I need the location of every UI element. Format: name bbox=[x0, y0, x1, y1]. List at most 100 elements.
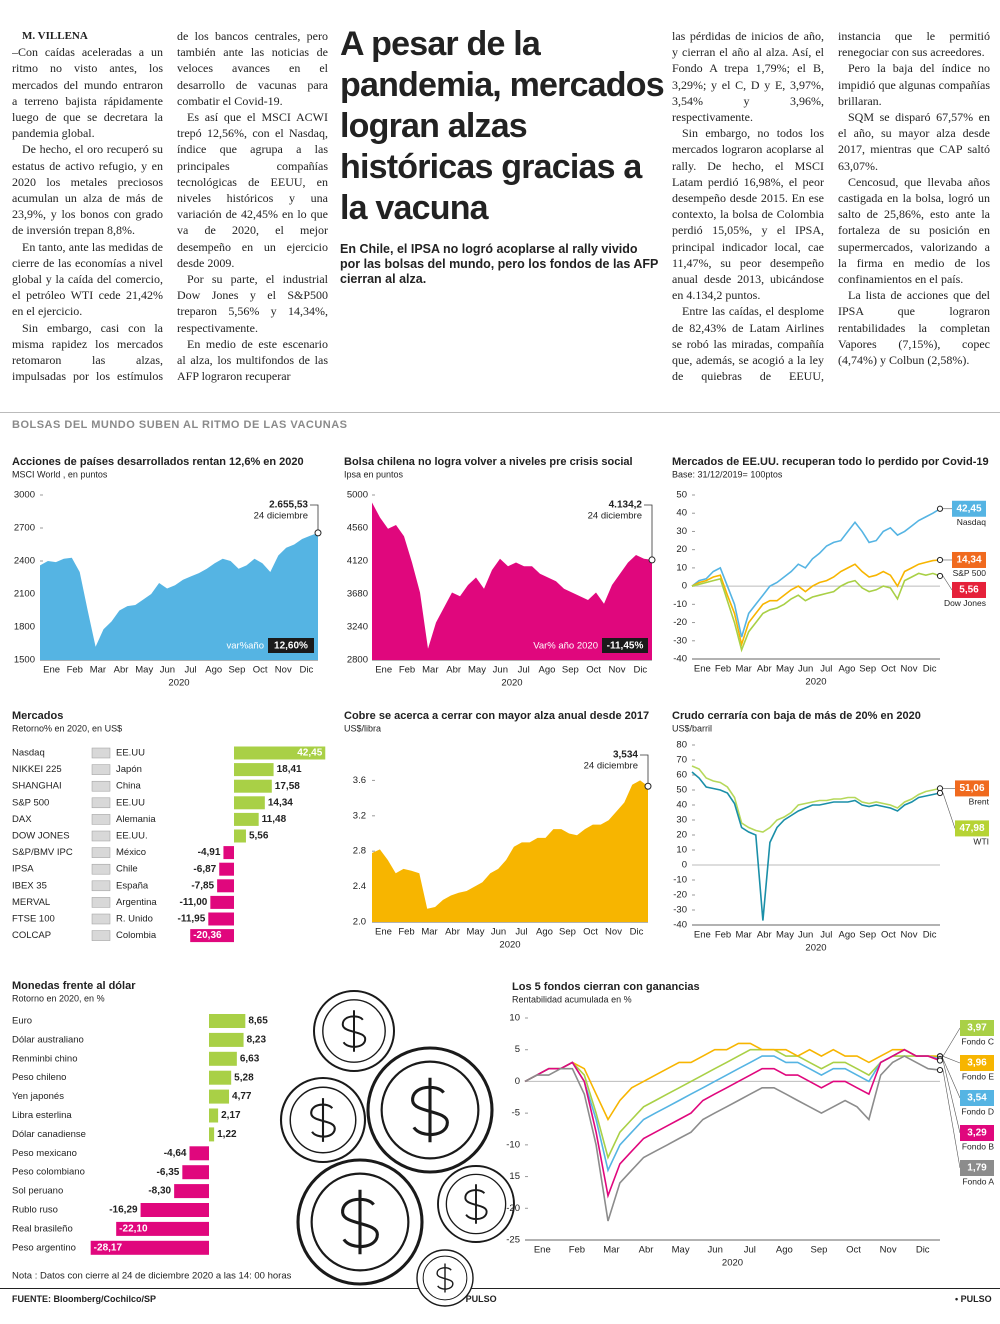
x-tick-label: Oct bbox=[253, 665, 268, 676]
country-label: Argentina bbox=[116, 897, 157, 908]
flag bbox=[91, 913, 111, 925]
y-tick-label: 3240 bbox=[347, 622, 368, 633]
x-tick-label: May bbox=[135, 665, 153, 676]
line bbox=[691, 572, 941, 653]
area bbox=[372, 780, 648, 922]
y-tick-label: -25 bbox=[506, 1235, 520, 1246]
y-tick-label: 0 bbox=[682, 860, 687, 871]
paragraph: Pero la baja del índice no impidió que a… bbox=[838, 61, 990, 108]
bar bbox=[234, 763, 274, 777]
y-tick-label: 0 bbox=[515, 1076, 520, 1087]
bar bbox=[234, 746, 326, 760]
x-tick-label: Dic bbox=[633, 665, 647, 676]
value-label: 51,06 bbox=[959, 783, 984, 794]
value-label: 42,45 bbox=[956, 503, 981, 514]
area bbox=[372, 502, 652, 660]
y-tick-label: 50 bbox=[676, 785, 687, 796]
value-label: -11,95 bbox=[177, 914, 205, 925]
bar bbox=[223, 846, 234, 860]
bar bbox=[234, 829, 246, 843]
badge-label: var%año bbox=[227, 641, 265, 652]
row-label: Sol peruano bbox=[12, 1186, 63, 1197]
x-tick-label: Abr bbox=[639, 1245, 654, 1256]
bar bbox=[209, 1014, 246, 1028]
bar bbox=[116, 1221, 209, 1236]
value-label: 8,23 bbox=[247, 1035, 267, 1046]
paragraph: Por su parte, el industrial Dow Jones y … bbox=[177, 272, 328, 335]
legend-label: Nasdaq bbox=[957, 517, 987, 527]
row-label: IBEX 35 bbox=[12, 880, 47, 891]
end-label: 2.655,53 bbox=[269, 500, 308, 511]
value-label: 3,96 bbox=[967, 1058, 987, 1069]
y-tick-label: 2.8 bbox=[353, 846, 366, 857]
coin-illustration bbox=[279, 1076, 367, 1164]
bar bbox=[210, 895, 234, 909]
x-tick-label: Mar bbox=[421, 927, 437, 938]
x-tick-label: Feb bbox=[715, 664, 731, 675]
row-label: COLCAP bbox=[12, 930, 51, 941]
line bbox=[691, 771, 941, 921]
x-tick-label: Jul bbox=[515, 927, 527, 938]
y-tick-label: 4560 bbox=[347, 523, 368, 534]
bar bbox=[182, 1165, 209, 1180]
legend-label: Fondo B bbox=[962, 1141, 994, 1151]
coin-illustration bbox=[437, 1165, 515, 1243]
chart-title: Monedas frente al dólar bbox=[12, 980, 136, 992]
end-label: 3,534 bbox=[613, 750, 638, 761]
end-point bbox=[936, 556, 944, 564]
flag bbox=[91, 814, 111, 825]
value-label: -28,17 bbox=[94, 1242, 123, 1253]
paragraph: Es así que el MSCI ACWI trepó 12,56%, co… bbox=[177, 110, 328, 270]
row-label: Peso chileno bbox=[12, 1072, 66, 1083]
country-label: EE.UU bbox=[116, 797, 145, 808]
value-box bbox=[952, 581, 986, 598]
rule bbox=[0, 1288, 1000, 1289]
value-label: 42,45 bbox=[297, 748, 322, 759]
x-tick-label: Jun bbox=[491, 927, 506, 938]
y-tick-label: 3.2 bbox=[353, 810, 366, 821]
x-tick-label: Sep bbox=[562, 665, 579, 676]
y-tick-label: -10 bbox=[673, 875, 687, 886]
x-tick-label: Feb bbox=[398, 927, 414, 938]
x-tick-label: Mar bbox=[603, 1245, 619, 1256]
row-label: Peso argentino bbox=[12, 1242, 76, 1253]
x-tick-label: May bbox=[672, 1245, 690, 1256]
chart-title: Mercados bbox=[12, 710, 63, 722]
rule bbox=[0, 412, 1000, 413]
x-tick-label: Ene bbox=[375, 665, 392, 676]
value-label: 1,79 bbox=[967, 1163, 987, 1174]
x-tick-label: Ago bbox=[205, 665, 222, 676]
x-tick-label: Feb bbox=[67, 665, 83, 676]
value-box bbox=[952, 551, 986, 568]
author: M. VILLENA bbox=[22, 30, 88, 42]
value-label: 14,34 bbox=[268, 797, 293, 808]
line bbox=[524, 1042, 941, 1122]
chart-subtitle: Rotorno en 2020, en % bbox=[12, 993, 105, 1003]
row-label: Euro bbox=[12, 1016, 32, 1027]
row-label: Dólar canadiense bbox=[12, 1129, 86, 1140]
x-tick-label: Dic bbox=[923, 664, 937, 675]
x-tick-label: Mar bbox=[422, 665, 438, 676]
row-label: DAX bbox=[12, 814, 32, 825]
x-tick-label: Nov bbox=[901, 664, 918, 675]
coin-illustration bbox=[416, 1249, 474, 1307]
x-tick-label: Abr bbox=[757, 664, 772, 675]
bar bbox=[140, 1203, 209, 1217]
x-tick-label: Ene bbox=[534, 1245, 551, 1256]
paragraph: Entre las caídas, el desplome de 82,43% … bbox=[672, 29, 990, 384]
x-tick-label: Sep bbox=[811, 1245, 828, 1256]
row-label: Real brasileño bbox=[12, 1223, 73, 1234]
y-tick-label: -40 bbox=[673, 920, 687, 931]
y-tick-label: 1800 bbox=[14, 622, 35, 633]
x-tick-label: Jun bbox=[160, 665, 175, 676]
x-tick-label: Abr bbox=[114, 665, 129, 676]
bar bbox=[234, 796, 265, 810]
value-label: -22,10 bbox=[119, 1224, 148, 1235]
coin-illustration bbox=[296, 1158, 424, 1286]
y-tick-label: -20 bbox=[673, 890, 687, 901]
x-tick-label: Sep bbox=[859, 664, 876, 675]
value-label: 3,29 bbox=[967, 1128, 987, 1139]
row-label: SHANGHAI bbox=[12, 781, 62, 792]
leader bbox=[942, 575, 953, 591]
